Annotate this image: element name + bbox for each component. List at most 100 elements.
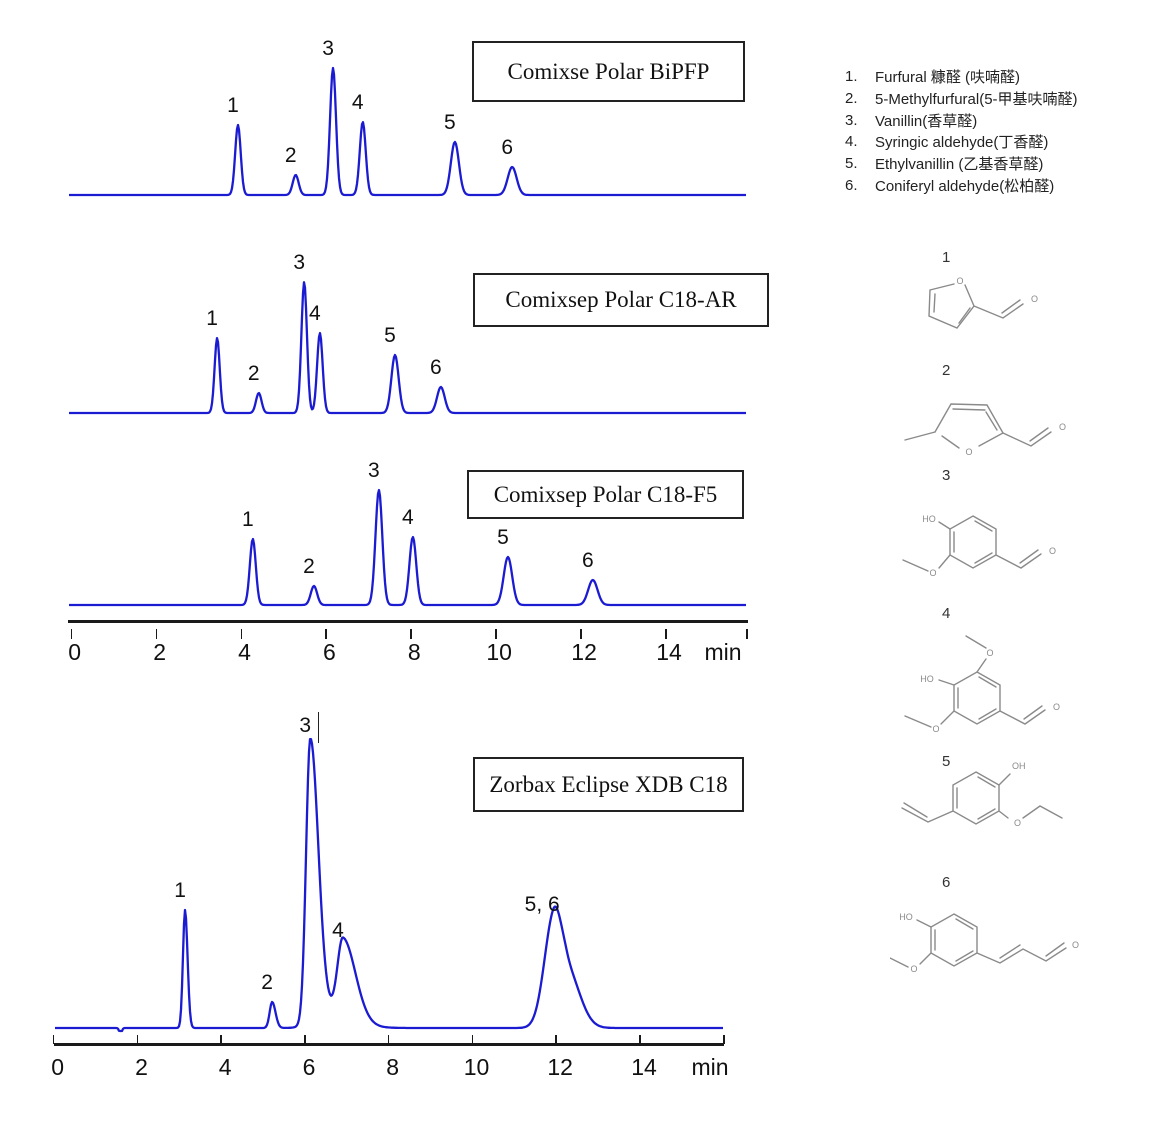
tick-mark [471,1035,474,1044]
structure-number-6: 6 [942,874,951,891]
svg-text:O: O [1031,294,1038,304]
column-title: Comixsep Polar C18-AR [505,287,737,312]
structure-4-syringic-aldehyde-drawing: O HO O O [904,635,1060,734]
svg-text:HO: HO [899,912,913,922]
peak-label-56: 5, 6 [524,893,560,916]
tick-mark [220,1035,222,1044]
compound-legend: 1. Furfural 糠醛 (呋喃醛) 2. 5-Methylfurfural… [845,66,1078,196]
svg-text:O: O [1014,818,1021,828]
tick-label: 4 [238,639,251,665]
tick-label: 2 [153,639,166,665]
structure-number-3: 3 [942,467,951,484]
structure-number-5: 5 [942,753,951,770]
peak-label-3: 3 [322,37,334,60]
tick-mark [580,629,582,639]
tick-mark [304,1035,306,1044]
legend-item: 1. Furfural 糠醛 (呋喃醛) [845,66,1078,88]
svg-text:O: O [910,964,917,974]
structure-number-4: 4 [942,605,951,622]
legend-item: 4. Syringic aldehyde(丁香醛) [845,131,1078,153]
tick-label: 6 [302,1054,316,1080]
peak-label-6: 6 [430,356,442,379]
peak-label-1: 1 [206,307,218,330]
chromatogram-zorbax-eclipse-xdb-c18 [54,737,724,1033]
peak-label-4: 4 [332,919,344,942]
peak-label-2: 2 [261,971,273,994]
peak-label-3: 3 [299,714,312,737]
tick-label: 14 [631,1054,657,1080]
peak-label-4: 4 [351,91,364,114]
legend-item-number: 4. [845,133,858,151]
tick-mark [155,629,158,639]
tick-mark [639,1035,641,1044]
peak-label-2: 2 [247,362,260,385]
peak-label-4: 4 [402,506,414,529]
structure-number-1: 1 [942,249,951,266]
svg-text:O: O [1049,546,1056,556]
cursor-mark [317,712,320,743]
chromatogram-comixsep-polar-c18-ar [68,281,747,415]
structure-2-methylfurfural-drawing: O O [904,403,1066,457]
legend-item-name: 5-Methylfurfural(5-甲基呋喃醛) [875,91,1078,109]
structure-number-2: 2 [942,362,951,379]
legend-item-number: 5. [845,155,858,173]
peak-label-3: 3 [293,251,306,274]
legend-item: 6. Coniferyl aldehyde(松柏醛) [845,174,1078,196]
peak-label-5: 5 [497,526,509,549]
column-title: Comixsep Polar C18-F5 [493,481,718,507]
tick-mark [723,1035,725,1044]
structure-3-vanillin-drawing: HO O O [902,514,1056,578]
title-box-comixsep-polar-c18-f5: Comixsep Polar C18-F5 [467,470,744,519]
tick-label: 0 [51,1054,65,1080]
peak-label-2: 2 [303,555,315,578]
structure-1-furfural-drawing: O O [928,276,1038,329]
tick-mark [410,629,412,639]
tick-mark [746,629,748,639]
peak-label-5: 5 [444,111,456,134]
peak-label-6: 6 [501,136,514,159]
title-box-comixse-polar-bipfp: Comixse Polar BiPFP [472,41,745,102]
peak-label-3: 3 [368,459,380,482]
svg-text:O: O [956,276,963,286]
tick-label: 12 [571,639,597,665]
legend-item-number: 2. [845,90,858,108]
tick-mark [665,629,667,639]
legend-item-name: Ethylvanillin (乙基香草醛) [875,156,1044,174]
svg-text:O: O [932,724,939,734]
tick-label: 6 [322,639,336,665]
tick-label: 14 [656,639,682,665]
legend-item-name: Vanillin(香草醛) [875,112,978,130]
tick-label: 4 [218,1054,232,1080]
structure-6-coniferyl-aldehyde-drawing: HO O O [890,912,1079,974]
tick-label: 0 [68,639,82,665]
structure-5-ethylvanillin-drawing: OH O [901,761,1063,828]
legend-item-number: 6. [845,176,858,194]
legend-item-number: 3. [845,111,858,129]
peak-label-5: 5 [384,324,396,347]
tick-label: 10 [486,639,512,665]
axis-unit-label: min [704,639,742,665]
column-title: Comixse Polar BiPFP [507,58,710,84]
legend-item-name: Syringic aldehyde(丁香醛) [875,134,1049,152]
tick-mark [52,1035,55,1044]
svg-text:O: O [965,447,972,457]
axis-line [68,620,748,623]
peak-label-1: 1 [174,879,186,902]
tick-label: 8 [386,1054,400,1080]
svg-text:HO: HO [922,514,936,524]
svg-text:O: O [929,568,936,578]
svg-text:HO: HO [920,674,934,684]
tick-mark [325,629,327,639]
svg-text:O: O [1072,940,1079,950]
tick-mark [70,629,73,639]
axis-unit-label: min [691,1054,729,1080]
svg-text:O: O [1059,422,1066,432]
chromatogram-comixse-polar-bipfp [68,66,747,197]
svg-text:O: O [986,648,993,658]
svg-text:OH: OH [1012,761,1026,771]
chromatogram-comixsep-polar-c18-f5 [68,488,747,607]
tick-mark [495,629,497,639]
legend-item: 2. 5-Methylfurfural(5-甲基呋喃醛) [845,88,1078,110]
tick-label: 12 [547,1054,573,1080]
